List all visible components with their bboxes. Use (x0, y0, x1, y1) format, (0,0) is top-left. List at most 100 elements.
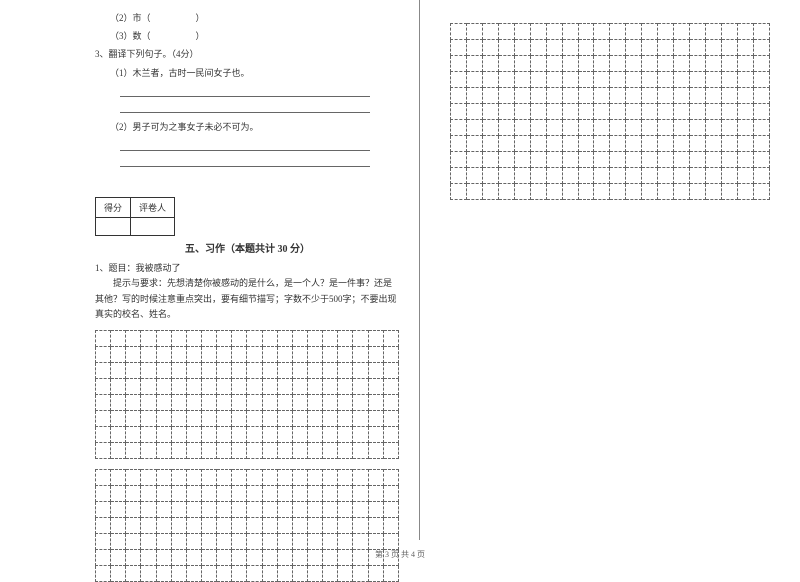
writing-cell[interactable] (546, 40, 562, 56)
writing-cell[interactable] (383, 363, 398, 379)
writing-cell[interactable] (594, 120, 610, 136)
writing-cell[interactable] (530, 120, 546, 136)
writing-cell[interactable] (217, 518, 232, 534)
writing-cell[interactable] (546, 152, 562, 168)
writing-cell[interactable] (307, 534, 322, 550)
writing-cell[interactable] (323, 395, 338, 411)
writing-cell[interactable] (546, 72, 562, 88)
writing-cell[interactable] (482, 40, 498, 56)
writing-cell[interactable] (721, 136, 737, 152)
writing-cell[interactable] (96, 502, 111, 518)
writing-cell[interactable] (217, 443, 232, 459)
writing-cell[interactable] (737, 168, 753, 184)
writing-cell[interactable] (690, 72, 706, 88)
writing-cell[interactable] (642, 56, 658, 72)
writing-cell[interactable] (96, 486, 111, 502)
writing-cell[interactable] (307, 427, 322, 443)
writing-cell[interactable] (514, 168, 530, 184)
writing-cell[interactable] (292, 502, 307, 518)
writing-cell[interactable] (292, 486, 307, 502)
writing-cell[interactable] (232, 347, 247, 363)
writing-cell[interactable] (277, 470, 292, 486)
writing-cell[interactable] (247, 443, 262, 459)
writing-cell[interactable] (201, 470, 216, 486)
writing-cell[interactable] (482, 104, 498, 120)
writing-cell[interactable] (217, 534, 232, 550)
writing-cell[interactable] (247, 395, 262, 411)
writing-cell[interactable] (658, 40, 674, 56)
writing-cell[interactable] (156, 566, 171, 582)
writing-cell[interactable] (307, 331, 322, 347)
writing-cell[interactable] (383, 502, 398, 518)
writing-cell[interactable] (111, 502, 126, 518)
writing-cell[interactable] (626, 136, 642, 152)
writing-cell[interactable] (111, 379, 126, 395)
writing-cell[interactable] (96, 411, 111, 427)
writing-cell[interactable] (171, 411, 186, 427)
writing-cell[interactable] (466, 104, 482, 120)
writing-cell[interactable] (626, 152, 642, 168)
writing-cell[interactable] (232, 363, 247, 379)
writing-cell[interactable] (674, 40, 690, 56)
writing-cell[interactable] (546, 168, 562, 184)
writing-cell[interactable] (141, 518, 156, 534)
writing-cell[interactable] (96, 443, 111, 459)
writing-cell[interactable] (546, 136, 562, 152)
writing-cell[interactable] (610, 168, 626, 184)
writing-cell[interactable] (111, 534, 126, 550)
writing-cell[interactable] (674, 152, 690, 168)
writing-cell[interactable] (307, 395, 322, 411)
writing-cell[interactable] (514, 72, 530, 88)
writing-cell[interactable] (642, 72, 658, 88)
writing-cell[interactable] (232, 502, 247, 518)
writing-cell[interactable] (201, 363, 216, 379)
writing-cell[interactable] (383, 379, 398, 395)
writing-cell[interactable] (482, 24, 498, 40)
writing-cell[interactable] (721, 184, 737, 200)
writing-cell[interactable] (111, 395, 126, 411)
writing-cell[interactable] (156, 411, 171, 427)
writing-cell[interactable] (262, 566, 277, 582)
writing-cell[interactable] (383, 534, 398, 550)
writing-cell[interactable] (626, 56, 642, 72)
writing-cell[interactable] (530, 152, 546, 168)
writing-cell[interactable] (217, 411, 232, 427)
writing-cell[interactable] (277, 534, 292, 550)
writing-cell[interactable] (514, 136, 530, 152)
writing-grid-3[interactable] (450, 23, 770, 200)
writing-cell[interactable] (338, 395, 353, 411)
writing-cell[interactable] (247, 427, 262, 443)
writing-cell[interactable] (642, 136, 658, 152)
writing-cell[interactable] (126, 566, 141, 582)
writing-cell[interactable] (201, 411, 216, 427)
writing-cell[interactable] (674, 88, 690, 104)
writing-cell[interactable] (353, 534, 368, 550)
writing-cell[interactable] (594, 88, 610, 104)
writing-cell[interactable] (594, 136, 610, 152)
writing-cell[interactable] (277, 411, 292, 427)
writing-cell[interactable] (262, 363, 277, 379)
writing-cell[interactable] (307, 347, 322, 363)
writing-cell[interactable] (368, 534, 383, 550)
writing-cell[interactable] (201, 502, 216, 518)
writing-cell[interactable] (658, 136, 674, 152)
writing-cell[interactable] (753, 120, 769, 136)
writing-cell[interactable] (721, 40, 737, 56)
writing-cell[interactable] (658, 152, 674, 168)
writing-cell[interactable] (217, 486, 232, 502)
writing-cell[interactable] (338, 347, 353, 363)
writing-cell[interactable] (96, 379, 111, 395)
writing-cell[interactable] (642, 184, 658, 200)
writing-cell[interactable] (658, 72, 674, 88)
writing-cell[interactable] (610, 56, 626, 72)
writing-cell[interactable] (578, 56, 594, 72)
writing-cell[interactable] (594, 152, 610, 168)
writing-cell[interactable] (96, 347, 111, 363)
writing-cell[interactable] (292, 379, 307, 395)
writing-cell[interactable] (247, 347, 262, 363)
writing-cell[interactable] (141, 363, 156, 379)
writing-cell[interactable] (186, 443, 201, 459)
writing-cell[interactable] (690, 24, 706, 40)
writing-cell[interactable] (594, 184, 610, 200)
writing-cell[interactable] (482, 72, 498, 88)
